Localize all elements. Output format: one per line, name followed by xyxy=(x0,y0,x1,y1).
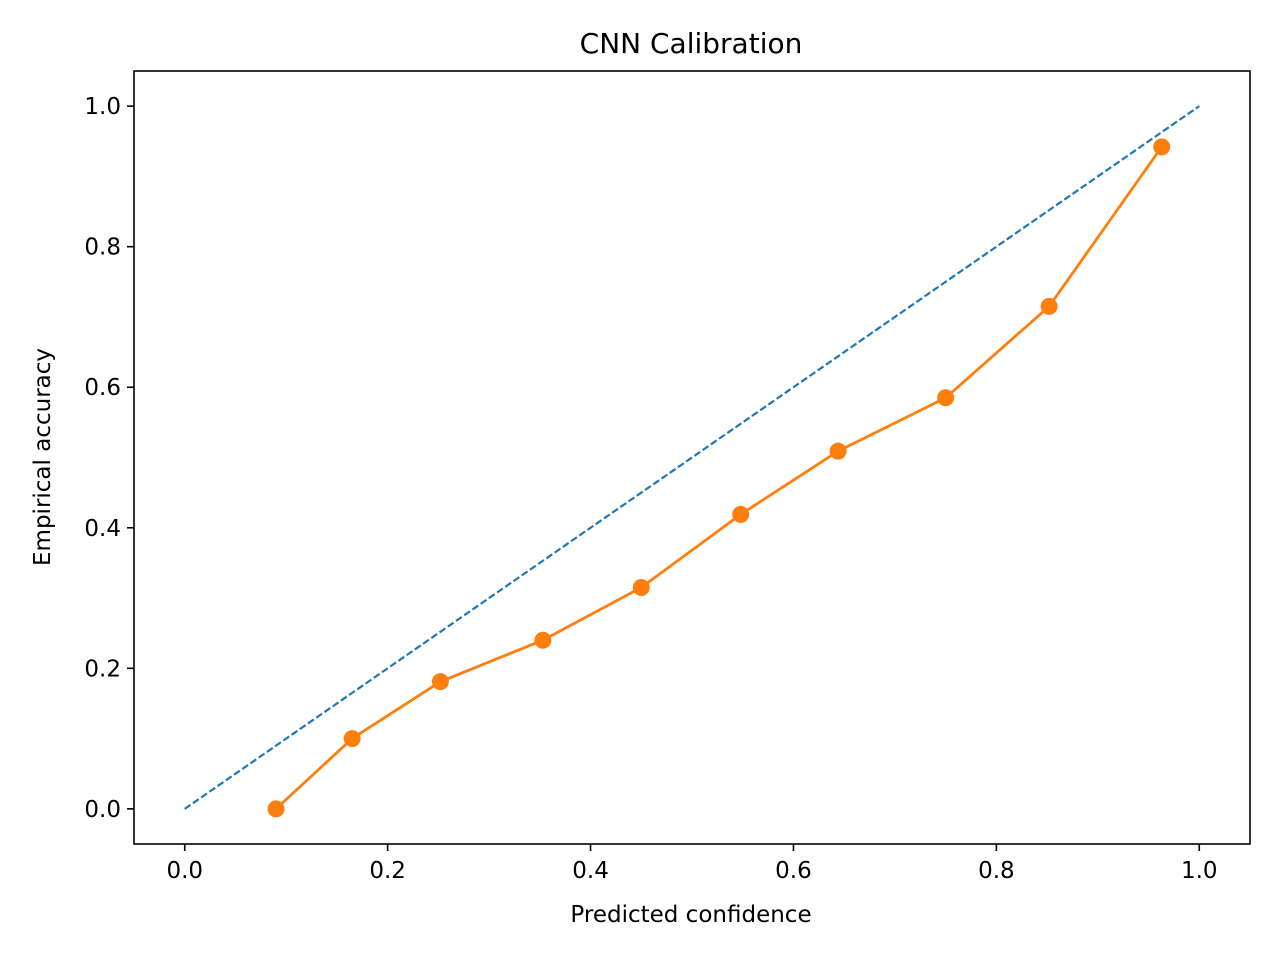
x-tick-label-5: 1.0 xyxy=(1181,858,1218,884)
reference-line-series-0 xyxy=(184,105,1200,810)
data-point-1-8 xyxy=(1040,297,1058,315)
data-point-1-4 xyxy=(632,579,650,596)
y-axis-label: Empirical accuracy xyxy=(30,348,56,566)
data-point-1-6 xyxy=(829,442,847,460)
data-point-1-1 xyxy=(343,730,361,748)
data-point-1-9 xyxy=(1153,138,1171,156)
data-point-1-5 xyxy=(732,505,750,523)
data-point-1-3 xyxy=(534,631,552,649)
y-tick-label-3: 0.6 xyxy=(84,375,121,401)
y-tick-label-0: 0.0 xyxy=(84,797,121,823)
data-point-1-2 xyxy=(431,673,449,691)
data-point-1-7 xyxy=(937,389,955,407)
y-tick-label-4: 0.8 xyxy=(84,235,121,261)
y-tick-label-2: 0.4 xyxy=(84,516,121,542)
chart-title: CNN Calibration xyxy=(580,27,803,60)
series-line-1 xyxy=(275,146,1163,810)
x-tick-label-1: 0.2 xyxy=(369,858,406,884)
plot-area: 0.0 0.2 0.4 0.6 0.8 1.0 0.0 0.2 0.4 0.6 0.8 1.0 xyxy=(84,70,1251,884)
y-tick-label-5: 1.0 xyxy=(84,94,121,120)
y-tick-label-1: 0.2 xyxy=(84,656,121,682)
data-point-1-0 xyxy=(267,800,285,818)
axes-frame xyxy=(133,70,1251,845)
x-axis-label: Predicted confidence xyxy=(570,902,811,928)
x-tick-label-4: 0.8 xyxy=(978,858,1015,884)
x-tick-label-3: 0.6 xyxy=(775,858,812,884)
x-tick-label-2: 0.4 xyxy=(572,858,609,884)
x-tick-label-0: 0.0 xyxy=(166,858,203,884)
